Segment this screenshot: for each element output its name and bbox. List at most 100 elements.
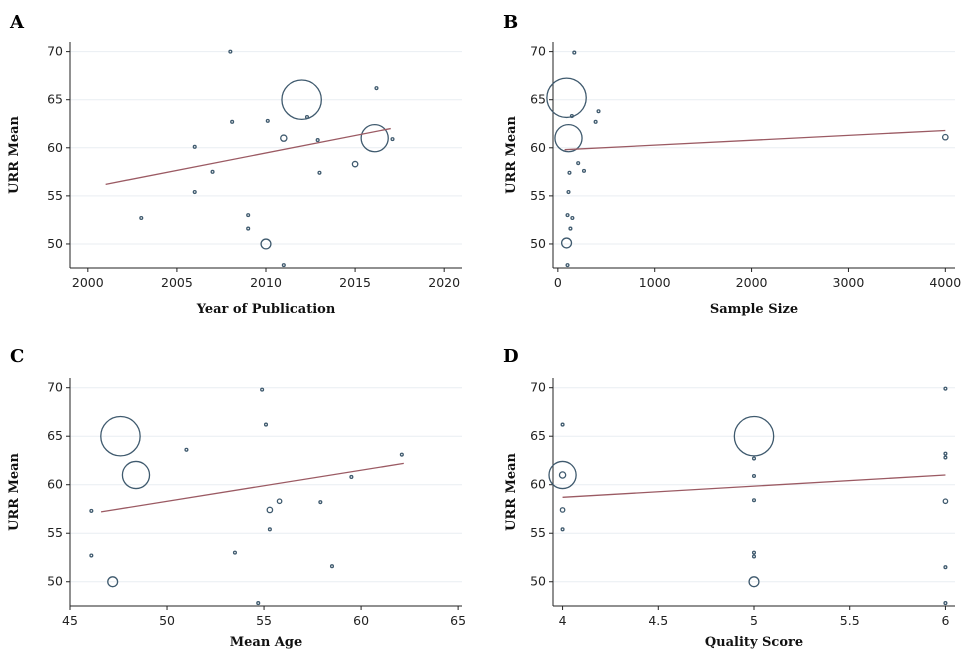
data-point [943,455,948,460]
data-point [100,415,141,457]
data-point [565,213,570,218]
x-tick-label: 5 [750,613,758,628]
data-point [942,498,949,505]
data-point [751,550,757,555]
y-axis-title: URR Mean [7,115,22,194]
data-point [210,169,215,174]
data-point [751,554,757,559]
data-point [751,473,757,479]
data-point [566,189,571,195]
data-point [569,114,574,119]
y-tick-label: 55 [530,525,546,540]
x-tick-label: 4000 [929,275,961,290]
data-point [89,508,94,513]
data-point [276,498,283,505]
data-point [351,160,359,168]
data-point [318,500,323,505]
data-point [558,471,567,479]
data-point [256,601,261,606]
x-tick-label: 65 [450,613,466,628]
x-tick-label: 4 [559,613,567,628]
fit-line [564,129,946,151]
data-point [560,527,565,532]
y-tick-label: 65 [47,428,63,443]
x-tick-label: 2000 [736,275,768,290]
y-tick-label: 60 [47,477,63,492]
data-point [246,213,251,218]
y-tick-label: 65 [47,92,63,107]
data-point [315,138,320,143]
data-point [230,119,235,124]
x-axis-title: Quality Score [705,635,803,650]
data-point [260,238,272,250]
data-point [943,565,948,570]
y-tick-label: 55 [530,188,546,203]
y-tick-label: 70 [530,44,546,59]
y-tick-label: 65 [530,92,546,107]
y-axis-title: URR Mean [504,452,519,531]
data-point [943,386,948,391]
data-point [596,109,601,114]
data-point [317,170,322,175]
data-point [559,507,566,513]
x-tick-label: 2010 [250,275,282,290]
y-tick-label: 60 [47,140,63,155]
panel-a: A 50 55 60 65 70 2000 2005 2010 2015 2020 URR Mean Y… [7,12,462,317]
x-tick-label: 55 [256,613,272,628]
data-point [560,422,565,427]
panel-c: C 50 55 60 65 70 45 50 55 60 65 URR Mean Mean Age [7,346,466,650]
x-tick-label: 0 [554,275,562,290]
x-tick-label: 2005 [161,275,193,290]
y-tick-label: 65 [530,428,546,443]
data-point [390,137,395,142]
data-point [280,134,288,142]
data-point [593,119,598,124]
data-point [232,550,237,555]
data-point [263,422,269,427]
data-point [228,49,233,54]
data-point [281,79,322,121]
x-tick-label: 50 [159,613,175,628]
data-point [751,456,757,461]
data-point [360,123,389,153]
data-point [572,50,577,55]
data-point [304,114,310,120]
data-point [281,263,286,268]
data-point [733,415,775,457]
y-tick-label: 50 [47,236,63,251]
y-tick-label: 50 [530,236,546,251]
x-tick-label: 2020 [428,275,460,290]
data-point [748,576,760,588]
y-tick-label: 50 [47,574,63,589]
data-point [546,77,587,119]
x-tick-label: 3000 [833,275,865,290]
panel-b: B 50 55 60 65 70 0 1000 2000 3000 4000 URR Mean Samp… [503,12,961,317]
data-point [349,474,354,480]
data-point [139,215,144,221]
data-point [570,215,575,221]
y-tick-label: 60 [530,140,546,155]
data-point [266,506,274,514]
y-tick-label: 55 [47,188,63,203]
data-point [941,133,949,141]
data-point [329,564,335,569]
panel-label-c: C [10,346,24,367]
data-point [192,144,197,149]
data-point [184,447,189,452]
data-point [374,86,379,91]
y-tick-label: 60 [530,477,546,492]
data-point [89,553,94,558]
data-point [565,263,570,268]
fit-line [100,462,404,513]
x-axis-title: Year of Publication [196,302,336,317]
y-tick-label: 70 [47,44,63,59]
data-point [581,168,587,173]
x-tick-label: 5.5 [840,613,860,628]
data-point [943,601,948,606]
y-axis-title: URR Mean [504,115,519,194]
x-tick-label: 4.5 [648,613,668,628]
data-point [567,170,572,175]
data-point [548,460,577,490]
y-tick-label: 50 [530,574,546,589]
data-point [246,226,251,231]
